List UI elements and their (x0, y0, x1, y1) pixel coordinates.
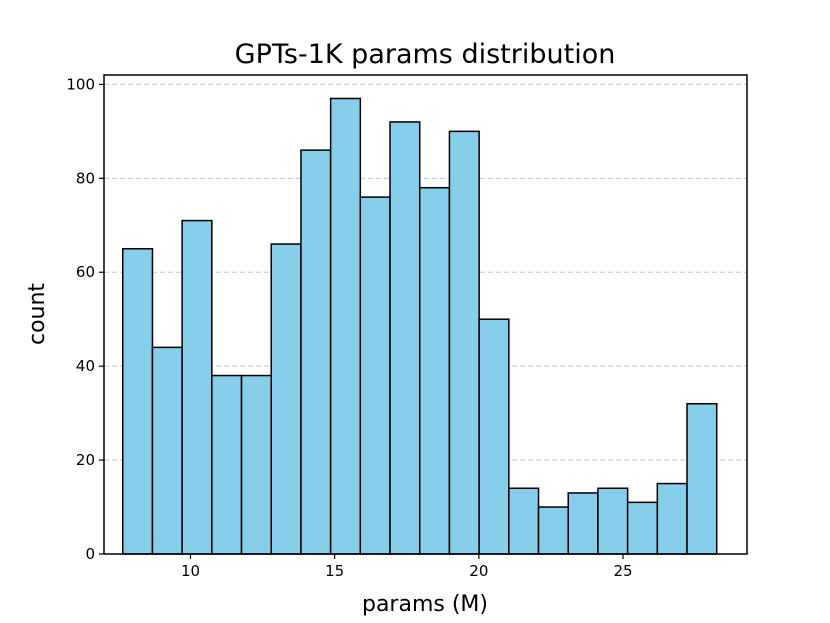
y-axis-title: count (25, 283, 50, 345)
plot-frame (103, 74, 748, 555)
histogram-bar (537, 506, 569, 555)
histogram-bar (567, 492, 599, 555)
histogram-bar (448, 130, 480, 555)
histogram-bar (211, 374, 243, 555)
x-tick-label: 15 (325, 562, 344, 580)
histogram-bar (597, 487, 629, 555)
histogram-bar (626, 501, 659, 555)
histogram-bar (270, 243, 302, 555)
histogram-bar (508, 487, 540, 555)
x-tick-label: 10 (181, 562, 200, 580)
histogram-bar (389, 121, 421, 555)
x-axis-title: params (M) (362, 592, 488, 617)
x-tick-label: 25 (613, 562, 632, 580)
y-tick-label: 0 (85, 545, 95, 563)
y-tick-label: 80 (76, 169, 95, 187)
histogram-bar (240, 374, 272, 555)
histogram-bar (478, 318, 510, 555)
histogram-bar (151, 346, 183, 555)
y-tick-label: 20 (76, 451, 95, 469)
x-axis-ticks: 10 15 20 25 (181, 554, 633, 580)
histogram-bar (686, 402, 718, 555)
histogram-bar (300, 149, 332, 555)
y-axis-ticks: 0 20 40 60 80 100 (66, 75, 104, 563)
histogram-bar (121, 248, 154, 555)
x-tick-label: 20 (469, 562, 488, 580)
bars (121, 97, 718, 555)
y-tick-label: 100 (66, 75, 95, 93)
histogram-bar (329, 97, 362, 555)
histogram-bar (359, 196, 391, 555)
histogram-bar (418, 186, 451, 555)
chart-title: GPTs-1K params distribution (235, 39, 616, 70)
histogram-bar (181, 219, 213, 555)
histogram-bar (656, 482, 688, 555)
y-tick-label: 40 (76, 357, 95, 375)
y-tick-label: 60 (76, 263, 95, 281)
